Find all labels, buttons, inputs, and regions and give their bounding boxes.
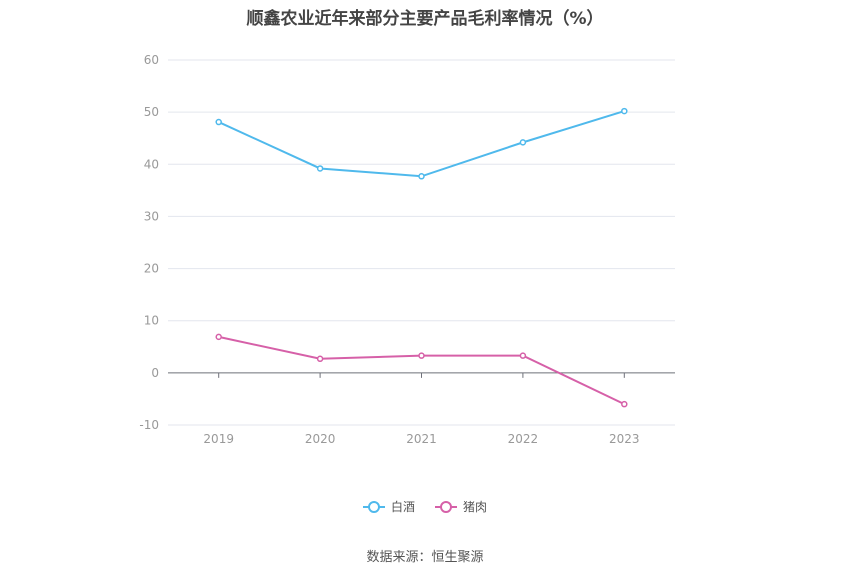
legend-item[interactable]: 白酒 xyxy=(362,498,415,515)
legend-marker-icon xyxy=(362,500,385,514)
legend-label: 白酒 xyxy=(390,500,415,514)
legend-marker-icon xyxy=(435,500,457,514)
y-tick-label: 10 xyxy=(144,314,159,328)
series-layer xyxy=(215,107,628,408)
x-tick-label: 2020 xyxy=(305,432,336,446)
grid-layer xyxy=(168,59,675,426)
chart-title: 顺鑫农业近年来部分主要产品毛利率情况（%） xyxy=(246,9,604,29)
series-line-1 xyxy=(218,335,625,406)
legend: 白酒 猪肉 xyxy=(0,498,850,515)
data-point xyxy=(316,165,324,172)
x-tick-label: 2019 xyxy=(203,432,234,446)
data-point xyxy=(621,107,628,115)
axis-layer: -10 0 10 20 30 40 50 60 2019 2020 2021 2022 2023 xyxy=(139,53,675,446)
y-tick-label: 60 xyxy=(144,53,159,67)
data-point xyxy=(215,118,222,126)
data-point xyxy=(418,352,425,359)
y-tick-label: 0 xyxy=(151,366,159,380)
x-tick-label: 2022 xyxy=(508,432,539,446)
legend-item[interactable]: 猪肉 xyxy=(435,498,487,515)
y-tick-label: 50 xyxy=(144,105,159,119)
data-point xyxy=(215,333,222,341)
y-tick-label: 40 xyxy=(144,157,159,171)
y-tick-label: -10 xyxy=(139,418,159,432)
data-point xyxy=(621,400,628,408)
data-source-note: 数据来源：恒生聚源 xyxy=(366,550,484,565)
x-tick-label: 2023 xyxy=(609,432,640,446)
legend-label: 猪肉 xyxy=(463,500,488,514)
data-point xyxy=(316,355,324,363)
series-line-0 xyxy=(218,110,625,178)
y-tick-label: 20 xyxy=(144,262,159,276)
x-tick-label: 2021 xyxy=(406,432,437,446)
data-point xyxy=(418,173,425,180)
y-tick-label: 30 xyxy=(144,209,159,223)
data-point xyxy=(519,352,527,359)
data-point xyxy=(519,139,527,146)
